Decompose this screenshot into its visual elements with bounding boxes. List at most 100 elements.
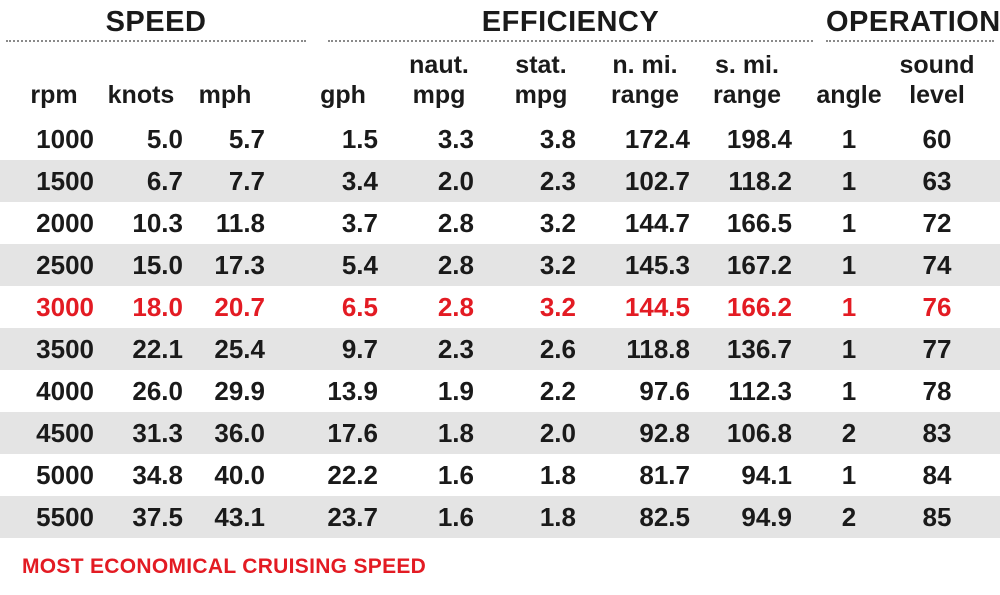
cell-rpm: 4000 (36, 376, 94, 406)
column-header-line1: sound (899, 51, 975, 79)
cell-mph: 11.8 (215, 208, 265, 238)
cell-knots: 37.5 (132, 502, 183, 532)
column-header-knots: knots (89, 50, 193, 110)
cell-gph: 9.7 (341, 334, 378, 364)
cell-rpm: 2000 (36, 208, 94, 238)
cell-sound: 83 (922, 418, 952, 448)
speed-group-title: SPEED (6, 4, 306, 42)
cell-sound: 63 (922, 166, 952, 196)
column-header-line2: range (610, 81, 680, 109)
cell-angle: 2 (841, 502, 857, 532)
cell-angle: 1 (841, 166, 857, 196)
cell-mph: 25.4 (214, 334, 265, 364)
table-row: 5500 37.5 43.1 23.7 1.6 1.8 82.5 94.9 2 85 (0, 496, 1000, 538)
cell-sound: 72 (922, 208, 952, 238)
cell-gph: 6.5 (341, 292, 378, 322)
cell-mph: 29.9 (214, 376, 265, 406)
efficiency-group-title: EFFICIENCY (328, 4, 813, 42)
column-header-line1: stat. (515, 51, 567, 79)
cell-angle: 1 (841, 208, 857, 238)
column-header-line1 (298, 50, 388, 80)
table-row: 1500 6.7 7.7 3.4 2.0 2.3 102.7 118.2 1 63 (0, 160, 1000, 202)
cell-mph: 36.0 (214, 418, 265, 448)
cell-sound: 77 (922, 334, 952, 364)
cell-stat_mpg: 3.2 (539, 250, 576, 280)
cell-mph: 17.3 (214, 250, 265, 280)
cell-naut_mpg: 2.0 (437, 166, 474, 196)
cell-rpm: 2500 (36, 250, 94, 280)
column-header-line2: level (909, 81, 965, 109)
cell-smi_range: 167.2 (726, 250, 792, 280)
cell-naut_mpg: 3.3 (437, 124, 474, 154)
cell-knots: 18.0 (132, 292, 183, 322)
cell-smi_range: 166.5 (726, 208, 792, 238)
cell-rpm: 4500 (36, 418, 94, 448)
footer-legend: MOST ECONOMICAL CRUISING SPEED (22, 555, 427, 578)
column-header-line1 (799, 50, 899, 80)
cell-angle: 1 (841, 250, 857, 280)
column-header-line1 (175, 50, 275, 80)
table-row: 4500 31.3 36.0 17.6 1.8 2.0 92.8 106.8 2 83 (0, 412, 1000, 454)
cell-sound: 76 (922, 292, 952, 322)
cell-gph: 13.9 (327, 376, 378, 406)
cell-gph: 3.4 (341, 166, 378, 196)
cell-smi_range: 94.9 (741, 502, 792, 532)
table-row-highlighted: 3000 18.0 20.7 6.5 2.8 3.2 144.5 166.2 1 76 (0, 286, 1000, 328)
cell-stat_mpg: 3.8 (539, 124, 576, 154)
cell-knots: 6.7 (146, 166, 183, 196)
cell-naut_mpg: 1.9 (437, 376, 474, 406)
cell-angle: 1 (841, 124, 857, 154)
column-header-line2: gph (320, 81, 366, 109)
cell-smi_range: 198.4 (726, 124, 792, 154)
cell-rpm: 1500 (36, 166, 94, 196)
column-header-gph: gph (298, 50, 388, 110)
column-header-line2: rpm (30, 81, 78, 109)
cell-smi_range: 106.8 (726, 418, 792, 448)
cell-smi_range: 112.3 (728, 376, 792, 406)
cell-stat_mpg: 2.0 (539, 418, 576, 448)
table-header: rpm knots mph gph naut. mpg stat. mpg n. mi. rang… (0, 40, 1000, 116)
column-header-mph: mph (175, 50, 275, 110)
cell-gph: 17.6 (327, 418, 378, 448)
cell-nmi_range: 92.8 (639, 418, 690, 448)
cell-mph: 5.7 (228, 124, 265, 154)
cell-sound: 60 (922, 124, 952, 154)
cell-nmi_range: 97.6 (639, 376, 690, 406)
cell-smi_range: 166.2 (726, 292, 792, 322)
cell-knots: 31.3 (132, 418, 183, 448)
cell-smi_range: 136.7 (726, 334, 792, 364)
cell-knots: 10.3 (132, 208, 183, 238)
table-row: 3500 22.1 25.4 9.7 2.3 2.6 118.8 136.7 1 77 (0, 328, 1000, 370)
cell-stat_mpg: 1.8 (539, 502, 576, 532)
cell-gph: 23.7 (327, 502, 378, 532)
column-header-line1: s. mi. (715, 51, 779, 79)
cell-naut_mpg: 1.6 (437, 460, 474, 490)
cell-nmi_range: 145.3 (624, 250, 690, 280)
column-header-line1: n. mi. (612, 51, 678, 79)
cell-smi_range: 94.1 (741, 460, 792, 490)
column-header-line2: mpg (412, 81, 466, 109)
cell-mph: 43.1 (214, 502, 265, 532)
cell-mph: 40.0 (214, 460, 265, 490)
cell-angle: 1 (841, 460, 857, 490)
column-header-line2: mpg (514, 81, 568, 109)
cell-nmi_range: 172.4 (624, 124, 690, 154)
cell-sound: 84 (922, 460, 952, 490)
cell-mph: 20.7 (214, 292, 265, 322)
column-header-sound: sound level (892, 50, 982, 110)
cell-stat_mpg: 2.6 (539, 334, 576, 364)
cell-angle: 1 (841, 292, 857, 322)
cell-stat_mpg: 3.2 (539, 292, 576, 322)
cell-naut_mpg: 2.8 (437, 208, 474, 238)
cell-gph: 22.2 (327, 460, 378, 490)
table-row: 4000 26.0 29.9 13.9 1.9 2.2 97.6 112.3 1 78 (0, 370, 1000, 412)
cell-smi_range: 118.2 (728, 166, 792, 196)
cell-knots: 34.8 (132, 460, 183, 490)
column-header-line2: mph (198, 81, 252, 109)
cell-nmi_range: 144.5 (624, 292, 690, 322)
cell-nmi_range: 82.5 (639, 502, 690, 532)
cell-knots: 22.1 (132, 334, 183, 364)
cell-gph: 3.7 (341, 208, 378, 238)
cell-rpm: 3000 (36, 292, 94, 322)
column-header-line2: knots (107, 81, 175, 109)
